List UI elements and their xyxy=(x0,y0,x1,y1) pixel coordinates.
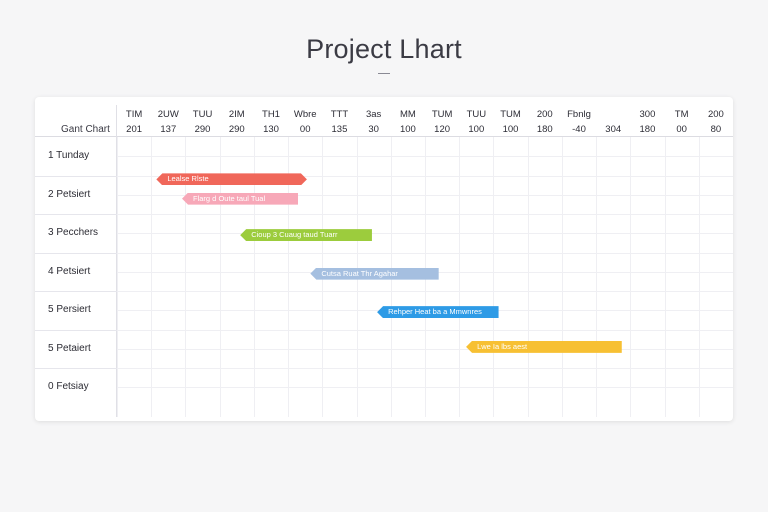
row-label: 1 Tunday xyxy=(48,150,90,162)
column-header-value: 290 xyxy=(228,124,245,135)
column-header-label: TH1 xyxy=(262,109,280,120)
column-header-label: TUM xyxy=(500,109,521,120)
grid-vertical-line xyxy=(117,137,118,417)
row-label: 5 Petaiert xyxy=(48,342,91,354)
column-header-label: TUU xyxy=(192,109,213,120)
row-separator xyxy=(35,214,117,215)
column-header-value: 137 xyxy=(160,124,177,135)
column-header-value: 130 xyxy=(263,124,279,135)
grid-vertical-line xyxy=(493,137,495,417)
grid-horizontal-line xyxy=(117,214,733,215)
column-header-value: 201 xyxy=(126,124,143,135)
column-header-label: MM xyxy=(399,109,416,120)
column-header-value: 304 xyxy=(605,124,622,135)
column-header-value: 290 xyxy=(194,124,211,135)
column-header-label: TIM xyxy=(125,109,143,120)
grid-horizontal-line xyxy=(117,156,733,158)
grid-horizontal-line xyxy=(117,387,733,389)
column-header-value: -40 xyxy=(572,124,586,135)
column-header-label: TUM xyxy=(431,109,453,120)
gantt-task-bar[interactable]: Cutsa Ruat Thr Agahar xyxy=(310,267,439,280)
grid-vertical-line xyxy=(459,137,461,417)
gantt-task-bar[interactable]: Cioup 3 Cuaug taud Tuarr xyxy=(240,229,372,242)
gantt-task-bar[interactable]: Lealse Rlste xyxy=(156,173,307,185)
row-label-column-separator xyxy=(116,105,117,417)
grid-horizontal-line xyxy=(117,368,733,369)
column-header-value: 180 xyxy=(536,124,553,135)
column-header-label: Wbre xyxy=(293,109,317,120)
grid-vertical-line xyxy=(219,137,221,417)
column-header-label: 3as xyxy=(365,109,382,120)
column-header-value: 180 xyxy=(639,124,656,135)
row-label: 0 Fetsiay xyxy=(48,381,89,393)
column-header-value: 100 xyxy=(502,124,519,135)
column-header-label: TM xyxy=(674,109,689,120)
row-separator xyxy=(35,252,117,254)
column-header-value: 00 xyxy=(299,124,311,135)
column-header-label: 200 xyxy=(536,109,553,120)
grid-vertical-line xyxy=(151,137,153,417)
grid-vertical-line xyxy=(698,137,700,417)
column-header-value: 00 xyxy=(676,124,687,135)
grid-vertical-line xyxy=(253,137,255,417)
row-separator xyxy=(35,368,117,369)
column-header-value: 80 xyxy=(710,124,722,135)
row-separator xyxy=(35,329,117,331)
column-header-value: 100 xyxy=(468,124,485,135)
column-header-value: 30 xyxy=(368,124,379,135)
column-header-value: 120 xyxy=(434,124,451,135)
grid-horizontal-line xyxy=(117,175,733,177)
header-separator xyxy=(35,136,733,137)
grid-vertical-line xyxy=(630,137,632,417)
column-header-value: 100 xyxy=(399,124,416,135)
title-underline xyxy=(378,73,390,74)
grid-horizontal-line xyxy=(117,252,733,254)
grid-vertical-line xyxy=(185,137,187,417)
grid-vertical-line xyxy=(288,137,290,417)
column-header-label: Fbnlg xyxy=(567,109,591,120)
column-header-label: TTT xyxy=(330,109,349,120)
row-separator xyxy=(35,175,117,177)
column-header-label: 300 xyxy=(639,109,656,120)
grid-horizontal-line xyxy=(117,194,733,196)
grid-vertical-line xyxy=(596,137,598,417)
column-header-label: TUU xyxy=(466,109,487,120)
row-label: 2 Petsiert xyxy=(48,188,91,200)
grid-horizontal-line xyxy=(117,233,733,235)
gantt-corner-label: Gant Chart xyxy=(61,124,110,135)
row-separator xyxy=(35,291,117,292)
grid-vertical-line xyxy=(561,137,563,417)
page-title: Project Lhart xyxy=(306,34,462,64)
row-label: 3 Pecchers xyxy=(48,227,99,239)
row-label: 4 Petsiert xyxy=(48,265,91,277)
grid-horizontal-line xyxy=(117,291,733,292)
column-header-label: 2UW xyxy=(157,109,179,120)
row-label: 5 Persiert xyxy=(48,304,91,316)
gantt-task-bar[interactable]: Rehper Heat ba a Mmwnres xyxy=(377,306,499,319)
column-header-label: 200 xyxy=(707,109,724,120)
gantt-task-bar[interactable]: Flarg d Oute taul Tual xyxy=(182,192,299,205)
grid-horizontal-line xyxy=(117,329,733,331)
grid-vertical-line xyxy=(664,137,666,417)
column-header-label: 2IM xyxy=(228,109,245,120)
gantt-card: Gant Chart TIM 201 2UW 137 TUU 290 2IM 290 TH1 13… xyxy=(35,97,733,421)
grid-horizontal-line xyxy=(117,348,733,350)
grid-vertical-line xyxy=(527,137,529,417)
gantt-task-bar[interactable]: Lwe Ia lbs aest xyxy=(466,340,622,353)
column-header-value: 135 xyxy=(331,124,348,135)
